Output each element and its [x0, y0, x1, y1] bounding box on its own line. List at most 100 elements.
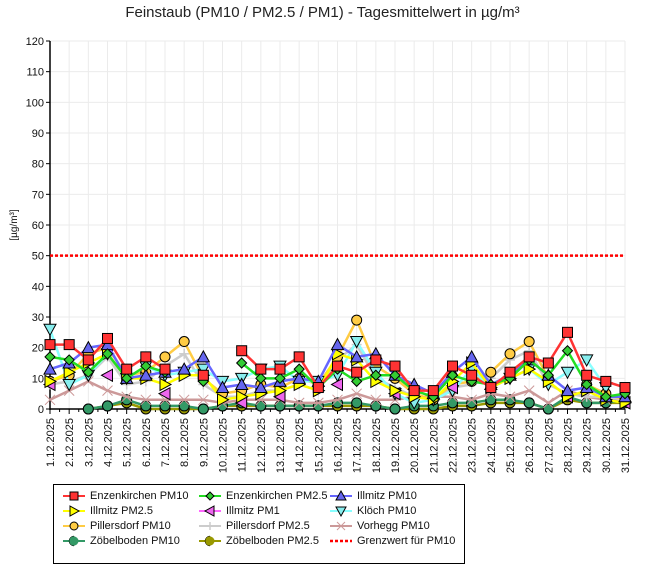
- x-tick-label: 16.12.2025: [333, 418, 345, 473]
- data-point: [349, 336, 364, 349]
- data-point: [140, 394, 152, 406]
- data-point: [121, 363, 133, 375]
- legend-item: Illmitz PM2.5: [62, 505, 153, 517]
- legend-item: Illmitz PM1: [198, 505, 280, 517]
- legend-label: Zöbelboden PM2.5: [226, 535, 319, 547]
- data-point: [408, 385, 420, 397]
- legend-item: Illmitz PM10: [329, 490, 417, 502]
- data-point: [140, 351, 152, 363]
- chart-title: Feinstaub (PM10 / PM2.5 / PM1) - Tagesmi…: [125, 4, 520, 21]
- data-point: [102, 385, 113, 396]
- y-tick-label: 10: [32, 373, 44, 385]
- data-point: [236, 345, 248, 357]
- legend-label: Vorhegg PM10: [357, 520, 430, 532]
- legend-item: Pillersdorf PM2.5: [198, 520, 310, 532]
- data-point: [121, 391, 133, 403]
- data-point: [197, 394, 209, 406]
- data-point: [389, 369, 401, 381]
- data-point: [255, 372, 267, 385]
- data-point: [370, 369, 382, 381]
- data-point: [485, 394, 497, 406]
- data-point: [504, 348, 516, 360]
- data-point: [293, 363, 305, 375]
- data-point: [504, 366, 516, 378]
- data-point: [542, 369, 555, 381]
- data-point: [542, 357, 554, 369]
- legend-item: Enzenkirchen PM2.5: [198, 490, 328, 502]
- data-point: [581, 369, 593, 381]
- y-tick-label: 40: [32, 281, 44, 293]
- x-tick-label: 26.12.2025: [524, 418, 536, 473]
- data-point: [312, 397, 324, 409]
- x-tick-label: 7.12.2025: [160, 418, 172, 467]
- data-point: [82, 403, 94, 415]
- data-point: [349, 349, 364, 363]
- data-point: [138, 368, 153, 381]
- data-point: [236, 389, 249, 404]
- y-tick-label: 120: [26, 36, 44, 48]
- legend-item: Zöbelboden PM2.5: [198, 535, 319, 547]
- x-tick-label: 10.12.2025: [218, 418, 230, 473]
- data-point: [619, 382, 631, 394]
- y-tick-label: 70: [32, 189, 44, 201]
- data-point: [351, 397, 363, 409]
- data-point: [446, 369, 459, 381]
- data-point: [63, 354, 75, 366]
- legend-label: Illmitz PM10: [357, 490, 417, 502]
- x-tick-label: 30.12.2025: [601, 418, 613, 473]
- data-point: [351, 314, 363, 326]
- legend-label: Pillersdorf PM10: [90, 520, 171, 532]
- legend-item: Klöch PM10: [329, 505, 416, 517]
- legend-marker-icon: [199, 491, 221, 501]
- legend-marker-icon: [330, 521, 352, 531]
- data-point: [140, 360, 152, 372]
- data-point: [292, 371, 307, 384]
- data-point: [562, 326, 573, 338]
- x-tick-label: 15.12.2025: [313, 418, 325, 473]
- data-point: [579, 354, 594, 367]
- x-tick-label: 22.12.2025: [448, 418, 460, 473]
- data-point: [370, 394, 382, 406]
- data-point: [217, 392, 230, 407]
- data-point: [44, 394, 56, 406]
- y-tick-label: 60: [32, 220, 44, 232]
- x-tick-label: 18.12.2025: [371, 418, 383, 473]
- legend-marker-icon: [330, 506, 352, 517]
- data-point: [427, 385, 439, 397]
- data-point: [177, 362, 192, 375]
- data-point: [255, 363, 267, 375]
- data-point: [523, 385, 535, 396]
- x-tick-label: 20.12.2025: [409, 418, 421, 473]
- data-point: [542, 397, 554, 409]
- data-point: [157, 386, 171, 401]
- data-point: [330, 337, 345, 351]
- data-point: [179, 348, 190, 359]
- legend-marker-icon: [330, 490, 352, 501]
- data-point: [196, 363, 211, 377]
- data-point: [293, 351, 305, 363]
- data-point: [274, 372, 286, 385]
- x-tick-labels: 1.12.2025 2.12.2025 3.12.2025 4.12.2025 5.12…: [45, 418, 632, 473]
- data-point: [274, 383, 288, 398]
- data-point: [600, 391, 612, 403]
- y-tick-label: 90: [32, 128, 44, 140]
- data-point: [81, 340, 96, 354]
- x-tick-label: 1.12.2025: [45, 418, 57, 467]
- data-point: [196, 349, 211, 363]
- x-tick-label: 14.12.2025: [294, 418, 306, 473]
- legend-dotted-line-icon: [330, 539, 352, 543]
- data-point: [159, 363, 171, 375]
- data-point: [102, 332, 113, 344]
- data-point: [215, 380, 230, 394]
- data-point: [234, 377, 249, 390]
- data-point: [332, 360, 343, 372]
- legend-label: Illmitz PM1: [226, 505, 280, 517]
- data-point: [178, 400, 190, 412]
- x-tick-label: 24.12.2025: [486, 418, 498, 473]
- legend-label: Illmitz PM2.5: [90, 505, 153, 517]
- x-tick-label: 17.12.2025: [352, 418, 364, 473]
- legend-label: Zöbelboden PM10: [90, 535, 180, 547]
- data-point: [351, 388, 363, 400]
- data-point: [63, 339, 75, 351]
- data-point: [350, 375, 363, 388]
